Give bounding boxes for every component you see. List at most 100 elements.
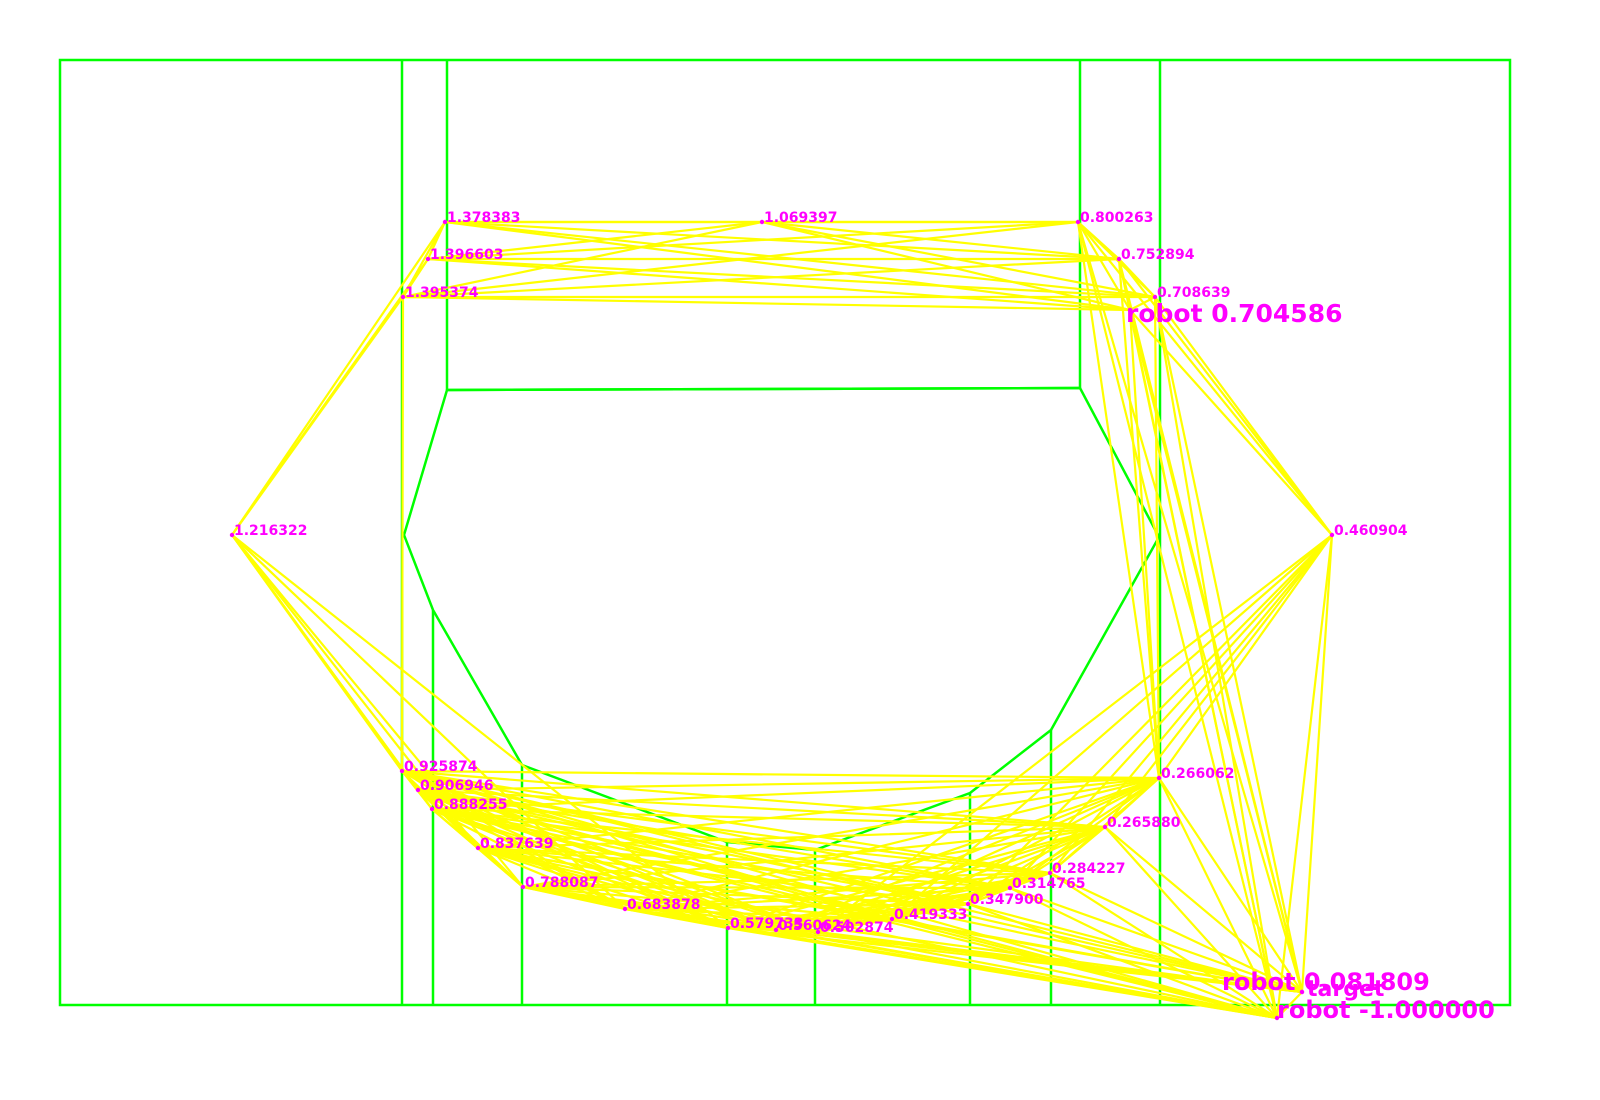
graph-edge <box>774 825 1107 932</box>
graph-edge <box>726 825 1107 930</box>
graph-edge <box>476 846 1012 890</box>
graph-edge <box>1128 308 1304 994</box>
node-label-marker <box>622 906 628 912</box>
graph-edge <box>966 825 1107 906</box>
graph-edge <box>400 295 405 773</box>
node-label: 0.800263 <box>1080 210 1154 226</box>
node-label: 1.216322 <box>234 523 308 539</box>
graph-edge <box>1048 871 1304 994</box>
node-label: 0.708639 <box>1157 285 1231 301</box>
graph-edge <box>816 930 1279 1020</box>
node-label-marker <box>773 927 779 933</box>
graph-edge <box>890 776 1161 921</box>
graph-edge <box>416 788 1279 1020</box>
node-label: 0.502874 <box>820 920 894 936</box>
graph-edge <box>1128 308 1161 780</box>
graph-edge <box>1153 295 1304 994</box>
node-label: 1.395374 <box>405 285 479 301</box>
graph-edge <box>1076 220 1279 1020</box>
target-label-marker <box>1299 989 1305 995</box>
node-labels: 1.378383 1.069397 0.800263 1.396603 0.752894… <box>229 210 1495 1024</box>
node-label-marker <box>229 532 235 538</box>
node-label: 0.314765 <box>1012 876 1086 892</box>
graph-edge <box>816 871 1052 934</box>
graph-edge <box>476 825 1107 850</box>
robot-label-marker <box>1127 307 1133 313</box>
graph-edge <box>400 769 1107 829</box>
graph-edge <box>476 846 525 889</box>
graph-edge <box>426 220 764 261</box>
graph-edge <box>443 220 1121 261</box>
node-label: 0.906946 <box>420 778 494 794</box>
graph-edge <box>623 776 1161 911</box>
node-label-marker <box>1116 256 1122 262</box>
graph-edge <box>1048 871 1279 1020</box>
graph-edge <box>1157 776 1279 1020</box>
node-label-marker <box>475 845 481 851</box>
graph-edge <box>426 220 1080 261</box>
graph-edge <box>890 917 1304 994</box>
node-label-marker <box>1156 775 1162 781</box>
graph-edge <box>1103 825 1304 994</box>
node-label: 1.069397 <box>764 210 838 226</box>
graph-edge <box>476 846 1052 875</box>
graph-edge <box>230 220 447 537</box>
node-label: 0.579733 <box>730 916 804 932</box>
graph-edge <box>1008 825 1107 890</box>
robot-label-marker <box>1274 1015 1280 1021</box>
graph-edge <box>1275 990 1304 1020</box>
graph-edge <box>443 220 1132 312</box>
graph-edge <box>521 776 1161 889</box>
node-label-marker <box>815 929 821 935</box>
graph-edge <box>230 295 405 537</box>
node-label-marker <box>1007 885 1013 891</box>
node-label: 0.888255 <box>434 797 508 813</box>
graph-edge <box>623 825 1107 911</box>
node-label-marker <box>520 884 526 890</box>
graph-edge <box>890 825 1107 921</box>
graph-edge <box>1153 295 1279 1020</box>
node-label-marker <box>399 768 405 774</box>
graph-edge <box>1300 533 1334 994</box>
graph-edge <box>1008 886 1279 1020</box>
node-label: 0.284227 <box>1052 861 1126 877</box>
graph-edge <box>416 776 1161 792</box>
graph-edge <box>400 769 1161 780</box>
node-label-marker <box>1075 219 1081 225</box>
graph-edge <box>401 295 1132 312</box>
node-label: 0.460904 <box>1334 523 1408 539</box>
graph-edge <box>426 257 1132 312</box>
graph-edge <box>1153 295 1161 780</box>
graph-edge <box>400 769 1012 890</box>
node-label-marker <box>965 901 971 907</box>
node-label-marker <box>1047 870 1053 876</box>
node-label-marker <box>889 916 895 922</box>
node-label-marker <box>1152 294 1158 300</box>
graph-edge <box>1103 825 1279 1020</box>
graph-edge <box>966 776 1161 906</box>
node-label: 0.419333 <box>894 907 968 923</box>
graph-edge <box>416 788 1107 829</box>
graph-edge <box>774 776 1161 932</box>
node-label-marker <box>442 219 448 225</box>
graph-edge <box>1117 257 1161 780</box>
node-label-marker <box>1329 532 1335 538</box>
node-label: 0.347900 <box>970 892 1044 908</box>
node-label: 1.396603 <box>430 247 504 263</box>
graph-edge <box>1048 533 1334 875</box>
node-label: 0.788087 <box>525 875 599 891</box>
outer-boundary <box>58 58 1512 1007</box>
robot-label: robot 0.704586 <box>1126 299 1343 328</box>
graph-edge <box>521 871 1052 889</box>
node-label: 0.752894 <box>1121 247 1195 263</box>
node-label: 0.560624 <box>778 918 852 934</box>
robot-label: robot -1.000000 <box>1277 996 1495 1024</box>
graph-edge <box>1157 533 1334 780</box>
graph-edge <box>1153 295 1334 537</box>
graph-edge <box>430 776 1161 811</box>
node-label-marker <box>425 256 431 262</box>
graph-edge <box>476 846 778 932</box>
target-label: target <box>1307 977 1385 1002</box>
graph-edge <box>401 257 1121 299</box>
